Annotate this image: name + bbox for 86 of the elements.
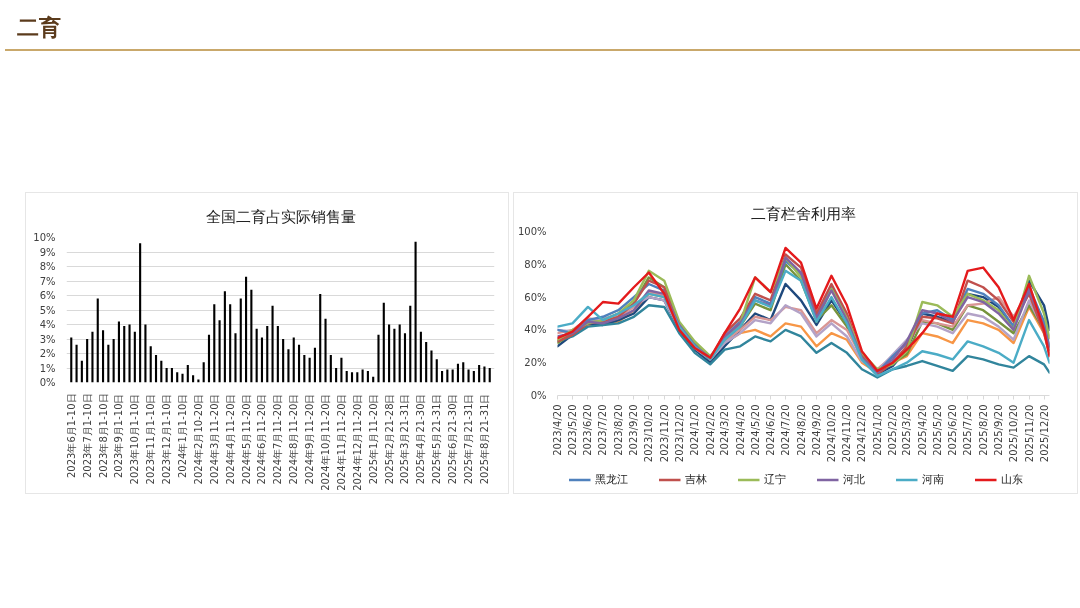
x-tick-label: 2023/5/20 <box>566 404 578 456</box>
x-tick-label: 2023年6月1-10日 <box>65 393 77 479</box>
legend-label: 辽宁 <box>764 471 786 487</box>
y-tick-label: 100% <box>517 226 547 237</box>
y-tick-label: 1% <box>39 362 56 374</box>
x-tick-label: 2023/11/20 <box>658 404 670 463</box>
x-tick-label: 2024年6月11-20日 <box>256 393 268 485</box>
x-tick-label: 2025年3月21-31日 <box>399 393 411 485</box>
x-tick-label: 2024年4月11-20日 <box>224 393 236 485</box>
x-tick-label: 2025/5/20 <box>931 404 943 456</box>
x-tick-label: 2023/6/20 <box>582 404 594 456</box>
x-tick-label: 2025/12/20 <box>1038 404 1050 463</box>
y-tick-label: 9% <box>39 246 56 258</box>
y-tick-label: 2% <box>39 348 56 359</box>
x-tick-label: 2023/9/20 <box>628 404 640 456</box>
x-tick-label: 2025年6月21-30日 <box>447 393 459 485</box>
x-tick-label: 2024/2/20 <box>704 404 716 456</box>
legend-label: 山东 <box>1001 471 1023 487</box>
x-tick-label: 2025/1/20 <box>871 404 883 456</box>
x-tick-label: 2024年11月11-20日 <box>335 393 347 491</box>
legend-label: 黑龙江 <box>595 471 628 487</box>
x-tick-label: 2023年8月1-10日 <box>97 393 109 479</box>
y-tick-label: 5% <box>39 304 56 316</box>
legend-label: 河北 <box>843 471 865 487</box>
y-tick-label: 0% <box>530 390 547 401</box>
x-tick-label: 2025年2月21-28日 <box>383 393 395 485</box>
y-tick-label: 20% <box>524 357 547 369</box>
x-tick-label: 2024年5月11-20日 <box>240 393 252 485</box>
x-tick-label: 2025/7/20 <box>962 404 974 456</box>
legend-label: 河南 <box>922 471 944 487</box>
y-tick-label: 10% <box>33 232 56 243</box>
x-tick-label: 2024年8月11-20日 <box>288 393 300 485</box>
x-tick-label: 2024/1/20 <box>689 404 701 456</box>
x-tick-label: 2024/7/20 <box>780 404 792 456</box>
x-tick-label: 2024年9月11-20日 <box>304 393 316 485</box>
x-tick-label: 2025年8月21-31日 <box>478 393 490 485</box>
x-tick-label: 2024年10月11-20日 <box>320 393 332 491</box>
x-tick-label: 2024年7月11-20日 <box>272 393 284 485</box>
x-tick-label: 2024/4/20 <box>734 404 746 456</box>
y-tick-label: 40% <box>524 324 547 336</box>
x-tick-label: 2024/11/20 <box>841 404 853 463</box>
x-tick-label: 2024年2月10-20日 <box>192 393 204 485</box>
x-tick-label: 2023年9月1-10日 <box>113 393 125 479</box>
y-tick-label: 8% <box>39 261 56 272</box>
x-tick-label: 2024/9/20 <box>810 404 822 456</box>
y-tick-label: 60% <box>524 291 547 303</box>
y-tick-label: 6% <box>39 290 56 301</box>
legend-label: 吉林 <box>685 471 707 487</box>
x-tick-label: 2024/6/20 <box>765 404 777 456</box>
x-tick-label: 2025/10/20 <box>1008 404 1020 463</box>
x-tick-label: 2025/3/20 <box>901 404 913 456</box>
x-tick-label: 2025年5月21-31日 <box>431 393 443 485</box>
x-tick-label: 2023年10月1-10日 <box>129 393 141 485</box>
x-tick-label: 2023/4/20 <box>552 404 563 456</box>
x-tick-label: 2025/6/20 <box>947 404 959 456</box>
x-tick-label: 2024/8/20 <box>795 404 807 456</box>
y-tick-label: 7% <box>39 275 56 287</box>
x-tick-label: 2024/3/20 <box>719 404 731 456</box>
x-tick-label: 2024/12/20 <box>856 404 868 463</box>
x-tick-label: 2024年3月11-20日 <box>208 393 220 485</box>
chart-title: 全国二育占实际销售量 <box>205 207 356 226</box>
x-tick-label: 2024/10/20 <box>825 404 837 463</box>
x-tick-label: 2025年4月21-30日 <box>415 393 427 485</box>
x-tick-label: 2023年11月1-10日 <box>145 393 157 485</box>
x-tick-label: 2025/4/20 <box>916 404 928 456</box>
x-tick-label: 2023/12/20 <box>673 404 685 463</box>
x-tick-label: 2025/2/20 <box>887 404 899 456</box>
text: 二育 <box>16 14 61 40</box>
x-tick-label: 2025/11/20 <box>1023 404 1035 463</box>
x-tick-label: 2024年1月1-10日 <box>177 393 188 479</box>
y-tick-label: 80% <box>524 258 547 270</box>
x-tick-label: 2025年1月11-20日 <box>367 393 379 485</box>
x-tick-label: 2023/7/20 <box>597 404 609 456</box>
x-tick-label: 2025年7月21-31日 <box>463 393 475 485</box>
x-tick-label: 2023/8/20 <box>612 404 624 456</box>
x-tick-label: 2024年12月11-20日 <box>351 393 363 491</box>
x-tick-label: 2023年7月1-10日 <box>81 393 93 479</box>
chart-title: 二育栏舍利用率 <box>751 204 856 223</box>
x-tick-label: 2025/9/20 <box>993 404 1005 456</box>
x-tick-label: 2023/10/20 <box>643 404 655 463</box>
y-tick-label: 3% <box>39 333 56 345</box>
x-tick-label: 2024/5/20 <box>749 404 761 456</box>
x-tick-label: 2023年12月1-10日 <box>161 393 173 485</box>
x-tick-label: 2025/8/20 <box>977 404 989 456</box>
y-tick-label: 4% <box>39 319 56 330</box>
y-tick-label: 0% <box>39 377 56 388</box>
